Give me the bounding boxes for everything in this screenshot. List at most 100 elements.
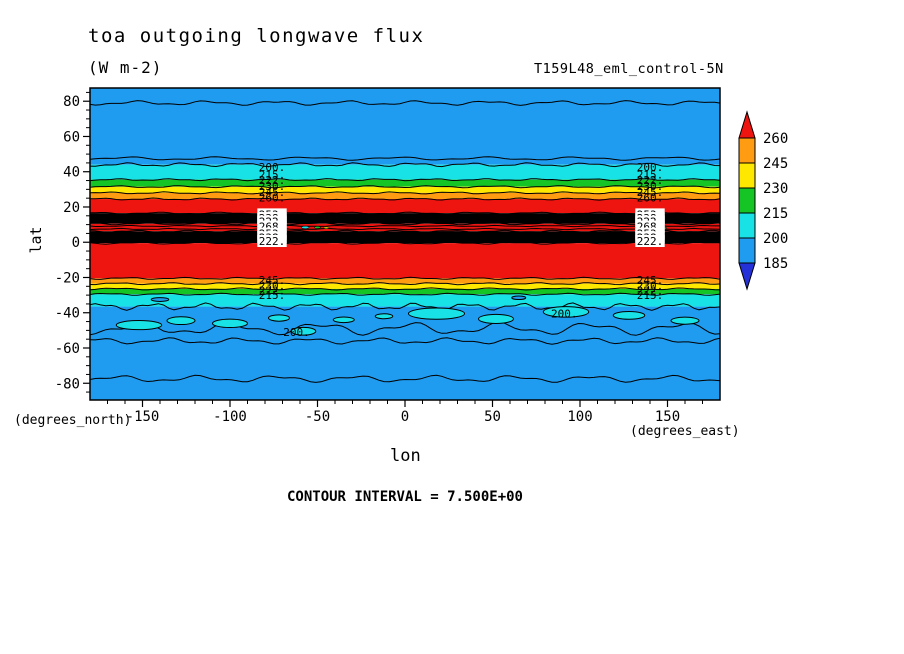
x-tick-label: 100 <box>567 409 592 425</box>
experiment-run-label: T159L48_eml_control-5N <box>534 61 724 77</box>
colorbar-segment-green <box>738 187 756 214</box>
contour-patch-cyan <box>332 316 355 324</box>
contour-label: 215. <box>259 289 286 302</box>
contour-interval-note: CONTOUR INTERVAL = 7.500E+00 <box>286 489 523 505</box>
fill-band-cyan <box>90 164 720 180</box>
contour-patch-cyan <box>290 326 317 336</box>
fill-band-blue <box>90 306 720 400</box>
fill-band-red <box>90 243 720 279</box>
plot-title: toa outgoing longwave flux <box>88 25 425 47</box>
contour-line <box>90 282 720 286</box>
contour-line <box>90 292 720 296</box>
contour-patch-blue <box>511 295 527 301</box>
contour-label: 222. <box>637 174 664 187</box>
fill-band-green <box>90 288 720 295</box>
contour-patch-cyan <box>212 318 248 329</box>
fill-band-orange <box>90 278 720 284</box>
contour-line <box>90 241 720 245</box>
plot-units-label: (W m-2) <box>88 58 163 77</box>
contour-line <box>90 178 720 182</box>
contour-label: 200. <box>637 161 664 174</box>
contour-line <box>90 191 720 195</box>
x-axis-unit-label: (degrees_east) <box>630 424 740 439</box>
fill-band-orange <box>90 192 720 200</box>
x-tick-label: -150 <box>126 409 160 425</box>
contour-line <box>90 287 720 291</box>
contour-label: 200. <box>283 326 310 339</box>
contour-label: 230. <box>259 280 286 293</box>
contour-line <box>90 185 720 189</box>
fill-band-red <box>90 199 720 214</box>
x-tick-label: 0 <box>401 409 409 425</box>
contour-fleck-green <box>314 226 321 229</box>
colorbar-tick-label: 245 <box>763 156 788 172</box>
fill-band-green <box>90 179 720 187</box>
fill-band-black <box>90 213 720 224</box>
x-tick-label: 50 <box>484 409 501 425</box>
contour-fleck-cyan <box>301 225 310 229</box>
contour-patch-cyan <box>115 320 163 331</box>
contour-label: 230. <box>637 180 664 193</box>
contour-fleck-yellow <box>323 226 330 229</box>
contour-label: 215. <box>259 168 286 181</box>
y-tick-label: 0 <box>72 235 80 251</box>
contour-patch-cyan <box>478 313 514 324</box>
y-tick-label: 80 <box>63 94 80 110</box>
contour-label: 215. <box>637 289 664 302</box>
y-axis-unit-label: (degrees_north) <box>14 413 132 428</box>
contour-line <box>90 337 720 345</box>
y-tick-label: -60 <box>55 341 80 357</box>
colorbar: 260 245 230 215 200 185 <box>738 110 788 291</box>
contour-line <box>90 224 720 228</box>
contour-label: 222. <box>259 174 286 187</box>
contour-label: 222. <box>259 285 286 298</box>
contour-line <box>90 100 720 106</box>
fill-band-yellow <box>90 186 720 193</box>
y-tick-label: 60 <box>63 129 80 145</box>
y-tick-label: -40 <box>55 306 80 322</box>
colorbar-tick-label: 260 <box>763 131 788 147</box>
contour-label: 222. <box>259 235 286 248</box>
contour-label: 245. <box>259 186 286 199</box>
colorbar-segment-yellow <box>738 162 756 189</box>
label-chip <box>257 235 287 248</box>
fill-band-red <box>90 223 720 232</box>
y-axis-title: lat <box>27 226 45 254</box>
contour-label: 222. <box>637 285 664 298</box>
contour-label: 245. <box>259 274 286 287</box>
contour-line <box>90 156 720 161</box>
colorbar-tick-label: 200 <box>763 231 788 247</box>
contour-line <box>90 321 720 336</box>
label-chip <box>635 235 665 248</box>
contour-label: 260. <box>259 191 286 204</box>
contour-line <box>90 222 720 226</box>
map-layer: 200.215.222.230.245.260.253.238.222.268.… <box>90 88 720 400</box>
colorbar-arrow-bottom <box>738 262 756 291</box>
colorbar-arrow-top <box>738 110 756 139</box>
contour-line <box>90 374 720 383</box>
contour-patch-cyan <box>166 316 196 326</box>
contour-label: 222. <box>637 235 664 248</box>
colorbar-tick-label: 215 <box>763 206 788 222</box>
contour-label: 200. <box>259 161 286 174</box>
contour-line <box>90 229 720 233</box>
contour-line <box>90 211 720 215</box>
contour-label: 245. <box>637 274 664 287</box>
contour-line <box>90 162 720 168</box>
y-tick-label: 20 <box>63 200 80 216</box>
contour-patch-cyan <box>542 306 590 318</box>
y-tick-label: -20 <box>55 270 80 286</box>
contour-label: 245. <box>637 186 664 199</box>
colorbar-tick-label: 230 <box>763 181 788 197</box>
colorbar-tick-label: 185 <box>763 256 788 272</box>
contour-line <box>90 276 720 280</box>
contour-label: 215. <box>637 168 664 181</box>
contour-line <box>90 227 720 231</box>
colorbar-segment-blue <box>738 237 756 264</box>
x-tick-label: -100 <box>213 409 247 425</box>
contour-patch-cyan <box>670 316 700 325</box>
colorbar-segment-cyan <box>738 212 756 239</box>
fill-band-blue <box>90 88 720 165</box>
